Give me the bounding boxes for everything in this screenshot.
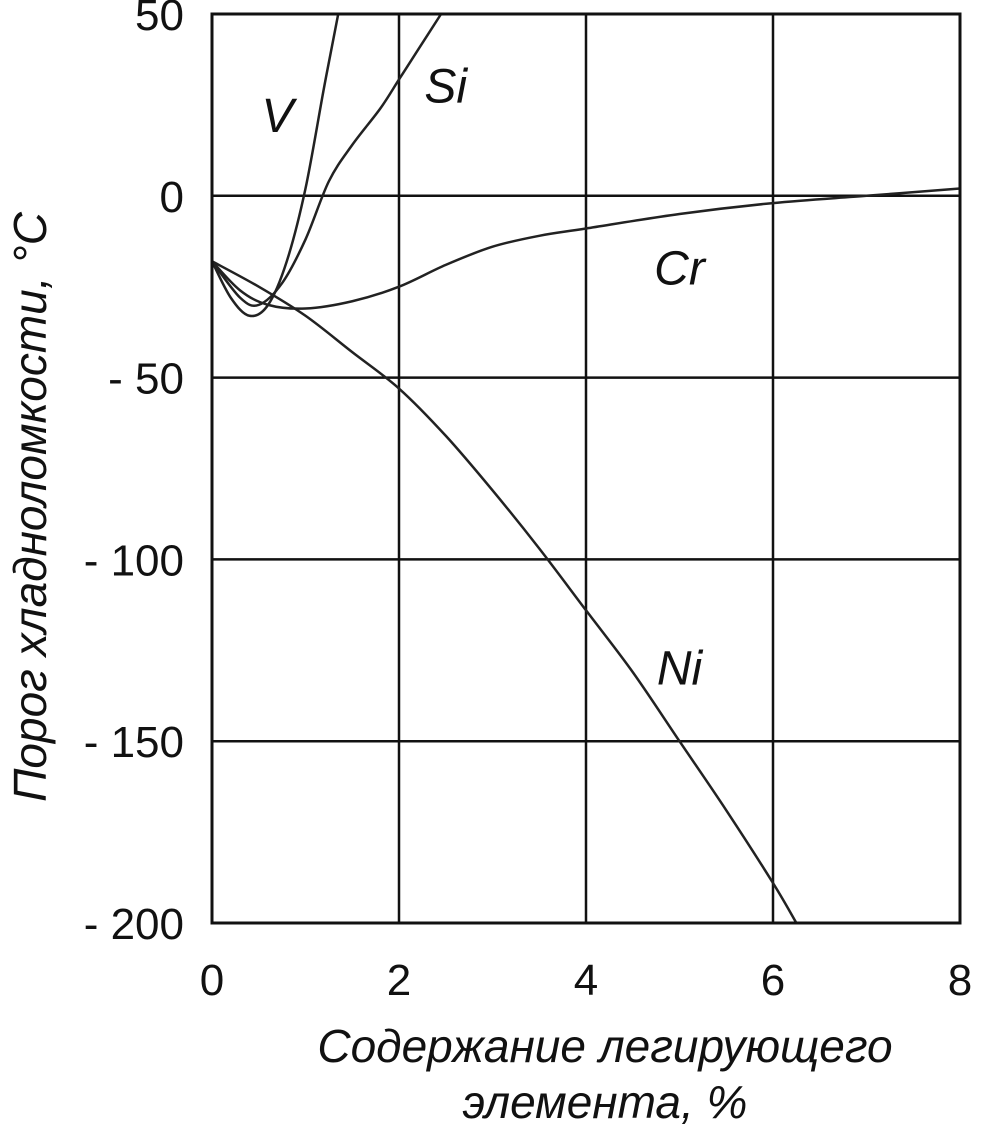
series-labels: V Si Cr Ni xyxy=(261,61,706,696)
x-tick-label: 2 xyxy=(387,956,411,1005)
x-tick-label: 0 xyxy=(200,956,224,1005)
series-label-v: V xyxy=(261,90,297,143)
series-label-cr: Cr xyxy=(654,243,707,296)
y-tick-label: - 100 xyxy=(84,536,184,585)
x-tick-label: 6 xyxy=(761,956,785,1005)
x-tick-label: 8 xyxy=(948,956,972,1005)
y-tick-label: 0 xyxy=(160,173,184,222)
series-label-si: Si xyxy=(424,61,468,114)
x-tick-labels: 0 2 4 6 8 xyxy=(200,956,972,1005)
series-label-ni: Ni xyxy=(657,642,704,695)
plot-frame xyxy=(210,12,962,925)
y-axis-title: Порог хладноломкости, °C xyxy=(4,211,56,802)
y-tick-labels: 50 0 - 50 - 100 - 150 - 200 xyxy=(84,0,184,949)
x-tick-label: 4 xyxy=(574,956,598,1005)
curves xyxy=(210,13,961,924)
series-line-cr xyxy=(211,187,961,310)
y-tick-label: 50 xyxy=(135,0,184,40)
y-tick-label: - 200 xyxy=(84,900,184,949)
series-line-ni xyxy=(211,260,798,924)
x-axis-title-line1: Содержание легирующего xyxy=(317,1020,892,1072)
x-axis-title-line2: элемента, % xyxy=(463,1076,748,1128)
y-tick-label: - 50 xyxy=(108,355,184,404)
y-tick-label: - 150 xyxy=(84,718,184,767)
series-line-si xyxy=(211,13,443,308)
grid xyxy=(210,12,962,925)
series-line-v xyxy=(210,13,340,318)
